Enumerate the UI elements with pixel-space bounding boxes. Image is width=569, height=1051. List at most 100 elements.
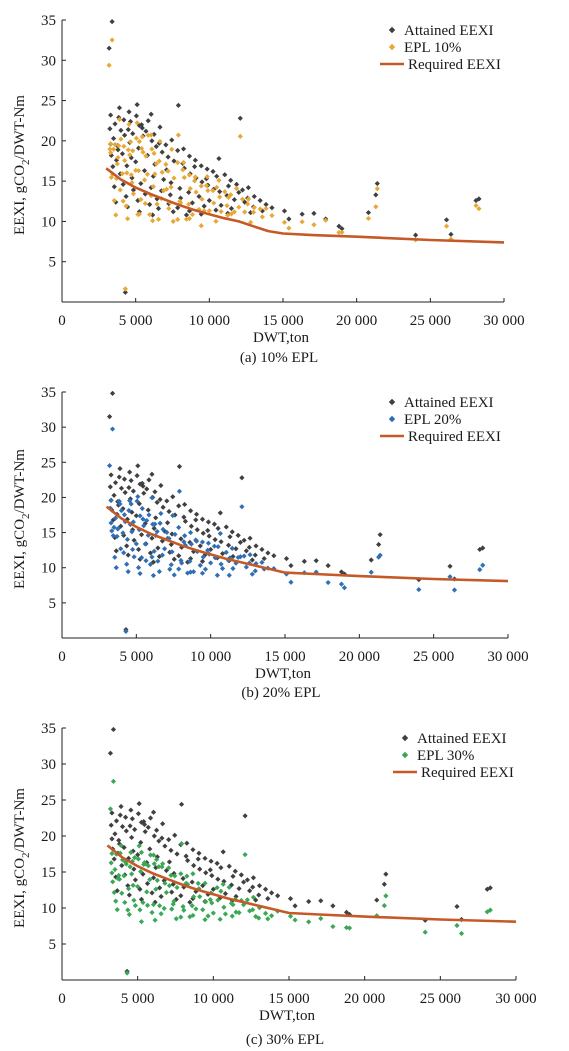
attained-point [122,489,128,496]
epl-point [116,116,123,123]
attained-point [147,846,153,852]
attained-point [138,532,145,538]
attained-point [220,849,226,855]
epl-point [166,205,172,212]
x-tick-label: 25 000 [420,991,461,1007]
epl-point [214,184,220,190]
y-tick-label: 15 [41,865,56,881]
epl-point [128,501,134,507]
attained-point [159,538,165,544]
x-tick-label: 20 000 [339,649,380,665]
epl-point [108,141,114,147]
epl-point [130,148,136,154]
attained-point [129,834,135,841]
panel-caption: (b) 20% EPL [241,685,320,701]
attained-point [143,128,149,134]
epl-point [136,168,142,174]
epl-point [218,888,224,894]
attained-point [368,557,374,563]
epl-point [151,548,157,554]
legend-attained-label: Attained EEXI [404,23,494,39]
attained-point [121,117,127,123]
epl-point [149,146,155,152]
attained-point [155,205,162,212]
epl-point [187,529,194,536]
epl-point [153,856,160,863]
attained-point [230,873,236,879]
epl-point [311,222,317,228]
attained-point [178,536,184,542]
x-tick-label: 0 [58,313,66,329]
y-tick-label: 30 [41,53,56,69]
epl-point [109,37,115,43]
epl-point [130,191,137,197]
y-axis-label: EEXI, gCO2/DWT-Nm [12,449,32,589]
epl-point [271,566,277,572]
attained-point [153,143,159,150]
epl-point [124,970,130,976]
epl-point [114,161,120,167]
attained-point [177,185,183,191]
attained-point [111,492,117,498]
attained-point [117,812,123,818]
epl-point [117,187,123,193]
epl-point [245,201,251,207]
epl-point [153,161,159,167]
epl-point [164,529,170,535]
y-tick-label: 10 [41,214,56,230]
attained-point [115,147,121,153]
epl-point [208,560,214,566]
epl-point [215,544,221,550]
epl-point [252,568,258,574]
epl-point [147,561,154,568]
epl-point [219,565,226,572]
epl-point [226,884,232,890]
epl-point [150,218,156,224]
epl-point [157,903,163,909]
epl-point [150,572,157,579]
epl-point [203,182,209,189]
x-tick-label: 30 000 [483,313,524,329]
attained-point [174,851,180,857]
epl-point [217,194,223,200]
epl-point [189,211,195,218]
attained-point [108,112,114,118]
epl-point [154,201,160,207]
epl-point [133,135,140,141]
epl-point [202,566,209,572]
attained-point [147,815,154,821]
attained-point [339,226,345,232]
epl-point [120,198,126,204]
epl-point [118,842,124,849]
epl-point [263,205,269,212]
x-tick-label: 20 000 [336,313,377,329]
attained-point [192,164,198,170]
epl-point [111,524,117,530]
attained-point [158,482,164,489]
attained-point [232,868,238,874]
attained-point [135,852,141,858]
epl-point [142,200,148,207]
attained-point [189,879,195,885]
attained-point [222,891,229,897]
epl-point [121,550,127,556]
attained-point [190,548,197,555]
epl-point [121,873,127,879]
epl-point [288,579,294,585]
attained-point [144,486,150,492]
attained-point [178,893,184,899]
attained-point [168,847,174,853]
attained-point [413,232,419,238]
attained-point [133,513,139,519]
epl-point [110,778,117,784]
attained-point [163,142,169,148]
epl-point [182,533,188,539]
epl-point [143,558,149,564]
epl-point [112,554,118,560]
epl-point [223,549,229,555]
epl-point [193,189,199,195]
epl-point [126,911,132,918]
epl-point [169,549,175,555]
